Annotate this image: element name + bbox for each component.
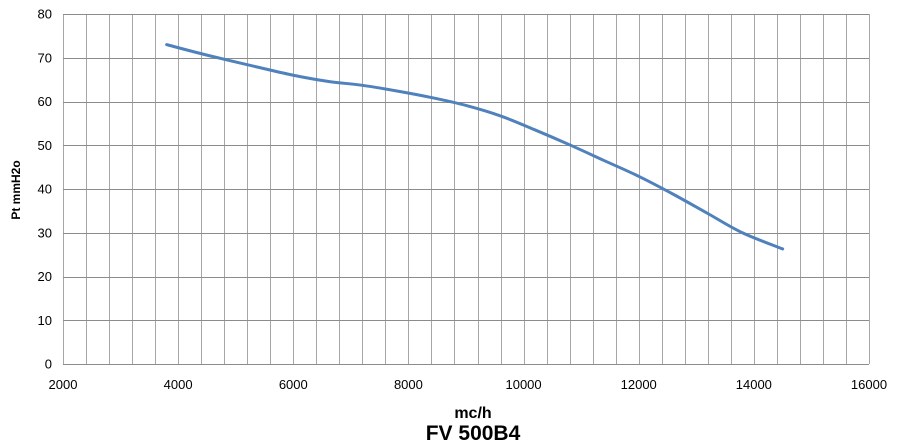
y-tick-label: 50 [38,138,52,153]
chart-title: FV 500B4 [426,422,521,445]
series-line [165,43,785,251]
x-axis-ticks: 2000 4000 6000 8000 10000 12000 14000 16000 [49,377,888,392]
x-tick-label: 10000 [505,377,541,392]
y-tick-label: 20 [38,269,52,284]
y-axis-title: Pt mmH2o [9,160,23,219]
y-tick-label: 30 [38,225,52,240]
x-tick-label: 8000 [394,377,423,392]
x-tick-label: 2000 [49,377,78,392]
y-axis-ticks: 0 10 20 30 40 50 60 70 80 [38,7,52,372]
x-tick-label: 4000 [164,377,193,392]
y-tick-label: 60 [38,94,52,109]
x-tick-label: 12000 [621,377,657,392]
x-tick-label: 16000 [851,377,887,392]
x-tick-label: 6000 [279,377,308,392]
y-tick-label: 40 [38,182,52,197]
series-layer [165,43,785,251]
y-tick-label: 10 [38,313,52,328]
x-axis-title: mc/h [454,405,491,422]
grid [63,14,870,365]
x-tick-label: 14000 [736,377,772,392]
y-tick-label: 80 [38,7,52,22]
y-tick-label: 0 [45,357,52,372]
y-tick-label: 70 [38,50,52,65]
